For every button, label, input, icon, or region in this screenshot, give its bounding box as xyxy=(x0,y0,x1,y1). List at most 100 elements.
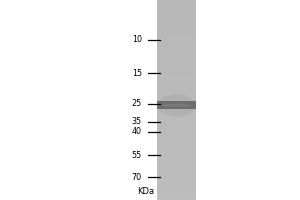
Bar xyxy=(157,65,196,66)
Bar xyxy=(157,138,196,139)
Bar xyxy=(157,10,196,11)
Bar xyxy=(157,100,196,101)
Bar xyxy=(157,14,196,15)
Bar xyxy=(157,148,196,149)
Bar xyxy=(157,140,196,141)
Bar xyxy=(157,57,196,58)
Bar xyxy=(157,157,196,158)
Bar xyxy=(157,63,196,64)
Bar xyxy=(157,141,196,142)
Bar xyxy=(157,190,196,191)
Bar xyxy=(157,89,196,90)
Bar xyxy=(157,2,196,3)
Text: 35: 35 xyxy=(132,117,142,127)
Bar xyxy=(157,113,196,114)
Bar xyxy=(157,128,196,129)
Bar xyxy=(157,45,196,46)
Bar xyxy=(157,22,196,23)
Bar xyxy=(157,29,196,30)
Bar xyxy=(157,28,196,29)
Bar xyxy=(157,144,196,145)
Bar xyxy=(157,20,196,21)
Bar xyxy=(157,181,196,182)
Bar xyxy=(157,3,196,4)
Bar xyxy=(157,36,196,37)
Bar xyxy=(157,136,196,137)
Text: 40: 40 xyxy=(132,128,142,136)
Bar xyxy=(157,174,196,175)
Bar xyxy=(157,126,196,127)
Text: 15: 15 xyxy=(132,68,142,77)
Bar xyxy=(157,87,196,88)
Bar xyxy=(157,188,196,189)
Bar xyxy=(157,193,196,194)
Bar xyxy=(157,146,196,147)
Bar xyxy=(157,18,196,19)
Bar xyxy=(157,98,196,99)
Bar xyxy=(157,147,196,148)
Bar xyxy=(157,152,196,153)
Bar xyxy=(157,51,196,52)
Bar xyxy=(157,58,196,59)
Bar xyxy=(157,170,196,171)
Bar xyxy=(157,132,196,133)
Bar xyxy=(157,182,196,183)
Bar xyxy=(157,71,196,72)
Bar xyxy=(157,13,196,14)
Bar xyxy=(157,4,196,5)
Bar xyxy=(157,30,196,31)
Bar xyxy=(157,48,196,49)
Bar xyxy=(157,112,196,113)
Bar xyxy=(157,101,196,102)
Bar xyxy=(157,145,196,146)
Bar xyxy=(157,116,196,117)
Bar xyxy=(157,102,196,103)
Bar xyxy=(157,67,196,68)
Bar xyxy=(157,26,196,27)
Bar xyxy=(157,92,196,93)
Bar xyxy=(157,158,196,159)
Bar xyxy=(157,34,196,35)
Bar xyxy=(157,84,196,85)
Bar xyxy=(157,142,196,143)
Bar xyxy=(157,78,196,79)
Bar xyxy=(157,199,196,200)
Bar xyxy=(157,131,196,132)
Bar xyxy=(157,177,196,178)
Bar xyxy=(157,15,196,16)
Bar xyxy=(157,95,196,96)
Bar xyxy=(157,151,196,152)
Bar xyxy=(157,43,196,44)
Bar xyxy=(157,80,196,81)
Bar xyxy=(157,127,196,128)
Bar xyxy=(157,172,196,173)
Bar xyxy=(157,156,196,157)
Bar xyxy=(157,6,196,7)
Bar xyxy=(157,49,196,50)
Bar xyxy=(157,178,196,179)
Bar xyxy=(157,96,196,97)
Bar xyxy=(157,105,196,106)
Bar xyxy=(157,85,196,86)
Bar xyxy=(157,169,196,170)
Bar xyxy=(157,68,196,69)
Bar xyxy=(157,50,196,51)
Bar xyxy=(157,179,196,180)
Bar xyxy=(157,163,196,164)
Bar xyxy=(157,12,196,13)
Bar xyxy=(157,150,196,151)
Bar xyxy=(157,149,196,150)
Bar xyxy=(157,59,196,60)
Bar xyxy=(157,155,196,156)
Bar xyxy=(157,134,196,135)
Bar xyxy=(157,164,196,165)
Bar xyxy=(157,93,196,94)
Bar xyxy=(157,161,196,162)
Bar xyxy=(157,106,196,107)
Bar xyxy=(157,70,196,71)
Bar xyxy=(157,99,196,100)
Bar xyxy=(157,120,196,121)
Bar xyxy=(157,97,196,98)
Bar xyxy=(157,118,196,119)
Bar xyxy=(157,35,196,36)
